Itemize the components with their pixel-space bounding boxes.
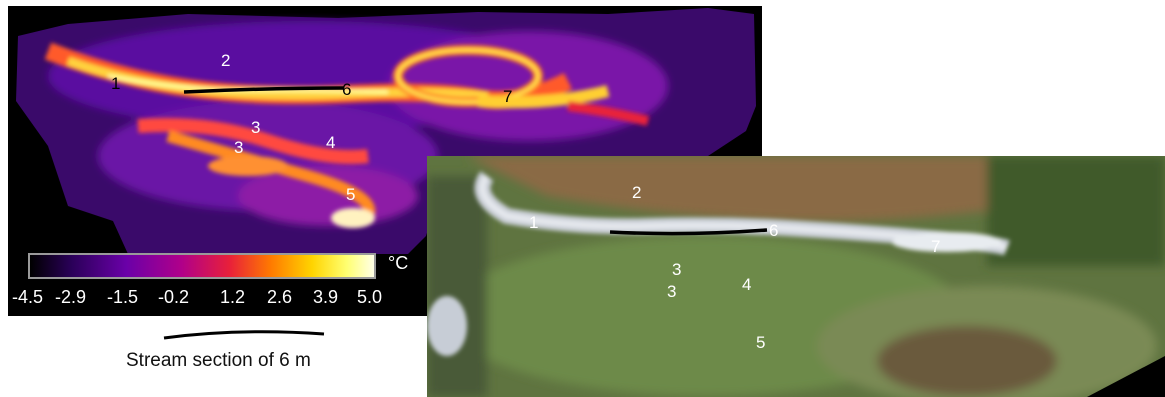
photo-point-label: 5: [756, 333, 765, 352]
colorbar-tick: 1.2: [220, 287, 246, 307]
photo-point-label: 7: [931, 237, 940, 256]
thermal-point-label: 3: [234, 138, 243, 157]
thermal-image-panel: 1 2 3 3 4 5 6 7: [8, 6, 762, 316]
temperature-colorbar: [28, 253, 376, 279]
colorbar-tick: -0.2: [158, 287, 190, 307]
colorbar-tick: 2.6: [267, 287, 293, 307]
photo-mosaic-corner: [1087, 356, 1165, 397]
thermal-point-label: 4: [326, 133, 335, 152]
thermal-point-label: 3: [251, 118, 260, 137]
thermal-image: 1 2 3 3 4 5 6 7: [16, 8, 756, 254]
scale-bar-line: [163, 330, 325, 340]
thermal-stream-section-line: [183, 86, 345, 94]
colorbar-tick: -1.5: [107, 287, 139, 307]
scale-bar-caption: Stream section of 6 m: [126, 350, 311, 371]
photo-point-label: 1: [529, 213, 538, 232]
photo-point-label: 4: [742, 275, 751, 294]
thermal-point-label: 7: [503, 87, 512, 106]
thermal-point-label: 2: [221, 51, 230, 70]
colorbar-tick: 5.0: [357, 287, 383, 307]
thermal-point-label: 6: [342, 80, 351, 99]
colorbar-tick: 3.9: [313, 287, 339, 307]
thermal-point-label: 1: [111, 74, 120, 93]
photo-point-label: 6: [769, 221, 778, 240]
photo-point-label: 3: [672, 260, 681, 279]
photo-point-label: 2: [632, 183, 641, 202]
colorbar-unit: °C: [388, 253, 409, 273]
colorbar-tick: -4.5: [12, 287, 44, 307]
photo-image: 1 2 3 3 4 5 6 7: [427, 156, 1165, 397]
colorbar-tick: -2.9: [55, 287, 87, 307]
photo-point-label: 3: [667, 282, 676, 301]
photo-stream-section-line: [609, 228, 768, 236]
photo-panel: 1 2 3 3 4 5 6 7: [427, 156, 1165, 397]
thermal-point-label: 5: [346, 185, 355, 204]
